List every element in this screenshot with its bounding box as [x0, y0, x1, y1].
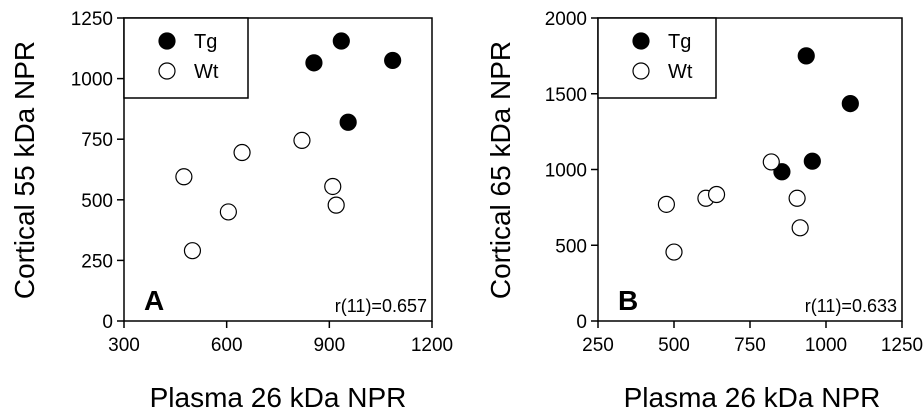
x-tick-label: 250	[582, 335, 614, 356]
x-tick-label: 900	[313, 335, 345, 356]
panel-label: A	[144, 285, 164, 316]
legend-marker-tg	[632, 32, 650, 50]
legend: Tg Wt	[597, 17, 717, 99]
data-point-tg	[803, 152, 821, 170]
data-point-wt	[175, 168, 193, 186]
correlation-annotation: r(11)=0.657	[335, 296, 427, 316]
legend-label-tg: Tg	[194, 31, 217, 53]
legend-label-wt: Wt	[668, 61, 693, 83]
y-tick-label: 0	[102, 312, 113, 333]
legend-box	[123, 17, 249, 99]
x-tick-label: 1000	[805, 335, 847, 356]
y-tick-label: 2000	[545, 9, 587, 30]
legend-box	[597, 17, 717, 99]
y-tick-label: 1500	[545, 85, 587, 106]
y-tick-label: 500	[555, 236, 587, 257]
data-point-wt	[327, 196, 345, 214]
panel-label: B	[618, 285, 638, 316]
legend-marker-tg	[158, 32, 176, 50]
data-point-tg	[841, 94, 859, 113]
data-point-wt	[707, 185, 726, 204]
y-tick-label: 1000	[545, 161, 587, 182]
x-tick-label: 300	[108, 335, 140, 356]
y-tick-label: 250	[81, 251, 113, 272]
data-point-wt	[219, 203, 237, 221]
y-tick-label: 500	[81, 191, 113, 212]
data-point-wt	[788, 189, 806, 207]
data-point-wt	[233, 143, 251, 162]
data-point-tg	[305, 54, 323, 72]
x-axis-label: Plasma 26 kDa NPR	[624, 382, 881, 413]
chart-panel-a: 0 250 500 750 1000 1250 300 600 900 1200 Plasma 26…	[9, 9, 453, 413]
correlation-annotation: r(11)=0.633	[805, 296, 897, 316]
legend-label-tg: Tg	[668, 31, 691, 53]
legend: Tg Wt	[123, 17, 249, 99]
data-point-wt	[183, 242, 202, 260]
x-tick-label: 600	[211, 335, 243, 356]
y-tick-label: 750	[81, 130, 113, 151]
data-point-tg	[384, 51, 402, 70]
y-tick-label: 1250	[71, 9, 113, 30]
x-tick-label: 1200	[411, 335, 453, 356]
y-tick-label: 0	[576, 312, 587, 333]
y-axis-label: Cortical 55 kDa NPR	[9, 41, 40, 299]
y-tick-label: 1000	[71, 70, 113, 91]
legend-marker-wt	[158, 62, 176, 80]
x-tick-label: 500	[658, 335, 690, 356]
legend-marker-wt	[632, 62, 650, 80]
data-point-wt	[762, 153, 780, 171]
plot-frame	[123, 17, 433, 322]
data-point-tg	[773, 163, 791, 181]
x-tick-label: 750	[734, 335, 766, 356]
data-point-tg	[339, 113, 357, 131]
data-point-tg	[797, 47, 815, 65]
x-axis-label: Plasma 26 kDa NPR	[150, 382, 407, 413]
data-point-tg	[332, 32, 350, 50]
y-axis-label: Cortical 65 kDa NPR	[485, 41, 516, 299]
data-point-wt	[293, 131, 311, 150]
data-point-wt	[665, 243, 683, 261]
legend-label-wt: Wt	[194, 61, 219, 83]
data-point-wt	[657, 195, 676, 213]
data-point-wt	[791, 219, 809, 237]
chart-panel-b: 0 500 1000 1500 2000 250 500 750 1000 1250 Plasma …	[485, 9, 923, 413]
x-tick-label: 1250	[881, 335, 923, 356]
data-point-wt	[324, 177, 342, 196]
